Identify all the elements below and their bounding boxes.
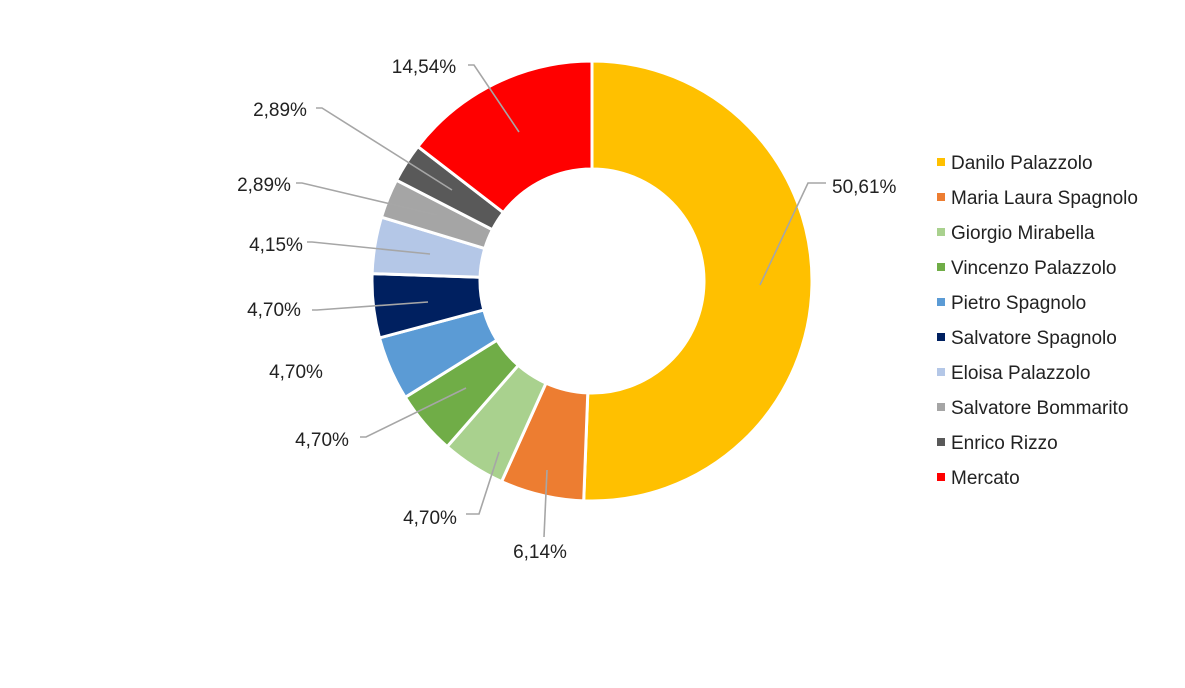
slice-mercato <box>415 59 594 215</box>
legend-swatch <box>937 263 945 271</box>
data-label: 14,54% <box>392 57 457 78</box>
legend: Danilo Palazzolo Maria Laura Spagnolo Gior… <box>937 153 1138 489</box>
legend-label: Maria Laura Spagnolo <box>951 188 1138 209</box>
legend-swatch <box>937 193 945 201</box>
legend-label: Pietro Spagnolo <box>951 293 1086 314</box>
data-label: 4,70% <box>269 362 323 383</box>
legend-swatch <box>937 228 945 236</box>
legend-swatch <box>937 438 945 446</box>
data-label: 2,89% <box>237 175 291 196</box>
leader-line <box>466 451 500 515</box>
data-label: 2,89% <box>253 100 307 121</box>
legend-label: Eloisa Palazzolo <box>951 363 1090 384</box>
leader-line <box>312 301 429 311</box>
data-label: 4,70% <box>403 508 457 529</box>
data-label: 4,15% <box>249 235 303 256</box>
leader-line <box>360 387 467 438</box>
legend-swatch <box>937 473 945 481</box>
leader-line <box>759 182 826 286</box>
leader-line <box>468 64 520 133</box>
legend-label: Mercato <box>951 468 1020 489</box>
legend-label: Salvatore Spagnolo <box>951 328 1117 349</box>
leader-line <box>543 469 548 538</box>
slice-danilo-palazzolo <box>582 59 814 503</box>
legend-label: Danilo Palazzolo <box>951 153 1093 174</box>
leader-line <box>307 241 431 255</box>
legend-swatch <box>937 158 945 166</box>
leader-line <box>316 107 453 191</box>
legend-label: Enrico Rizzo <box>951 433 1058 454</box>
legend-label: Salvatore Bommarito <box>951 398 1128 419</box>
data-label: 50,61% <box>832 177 897 198</box>
data-label: 4,70% <box>247 300 301 321</box>
legend-swatch <box>937 403 945 411</box>
legend-swatch <box>937 298 945 306</box>
legend-label: Giorgio Mirabella <box>951 223 1095 244</box>
slices-group <box>370 59 814 503</box>
legend-swatch <box>937 368 945 376</box>
legend-label: Vincenzo Palazzolo <box>951 258 1116 279</box>
leader-line <box>296 182 438 216</box>
data-label: 6,14% <box>513 542 567 563</box>
legend-swatch <box>937 333 945 341</box>
data-label: 4,70% <box>295 430 349 451</box>
data-labels-group: 50,61% 6,14% 4,70% 4,70% 4,70% 4,70% 4,15% 2,89… <box>237 57 896 563</box>
leader-lines-group <box>296 64 826 538</box>
